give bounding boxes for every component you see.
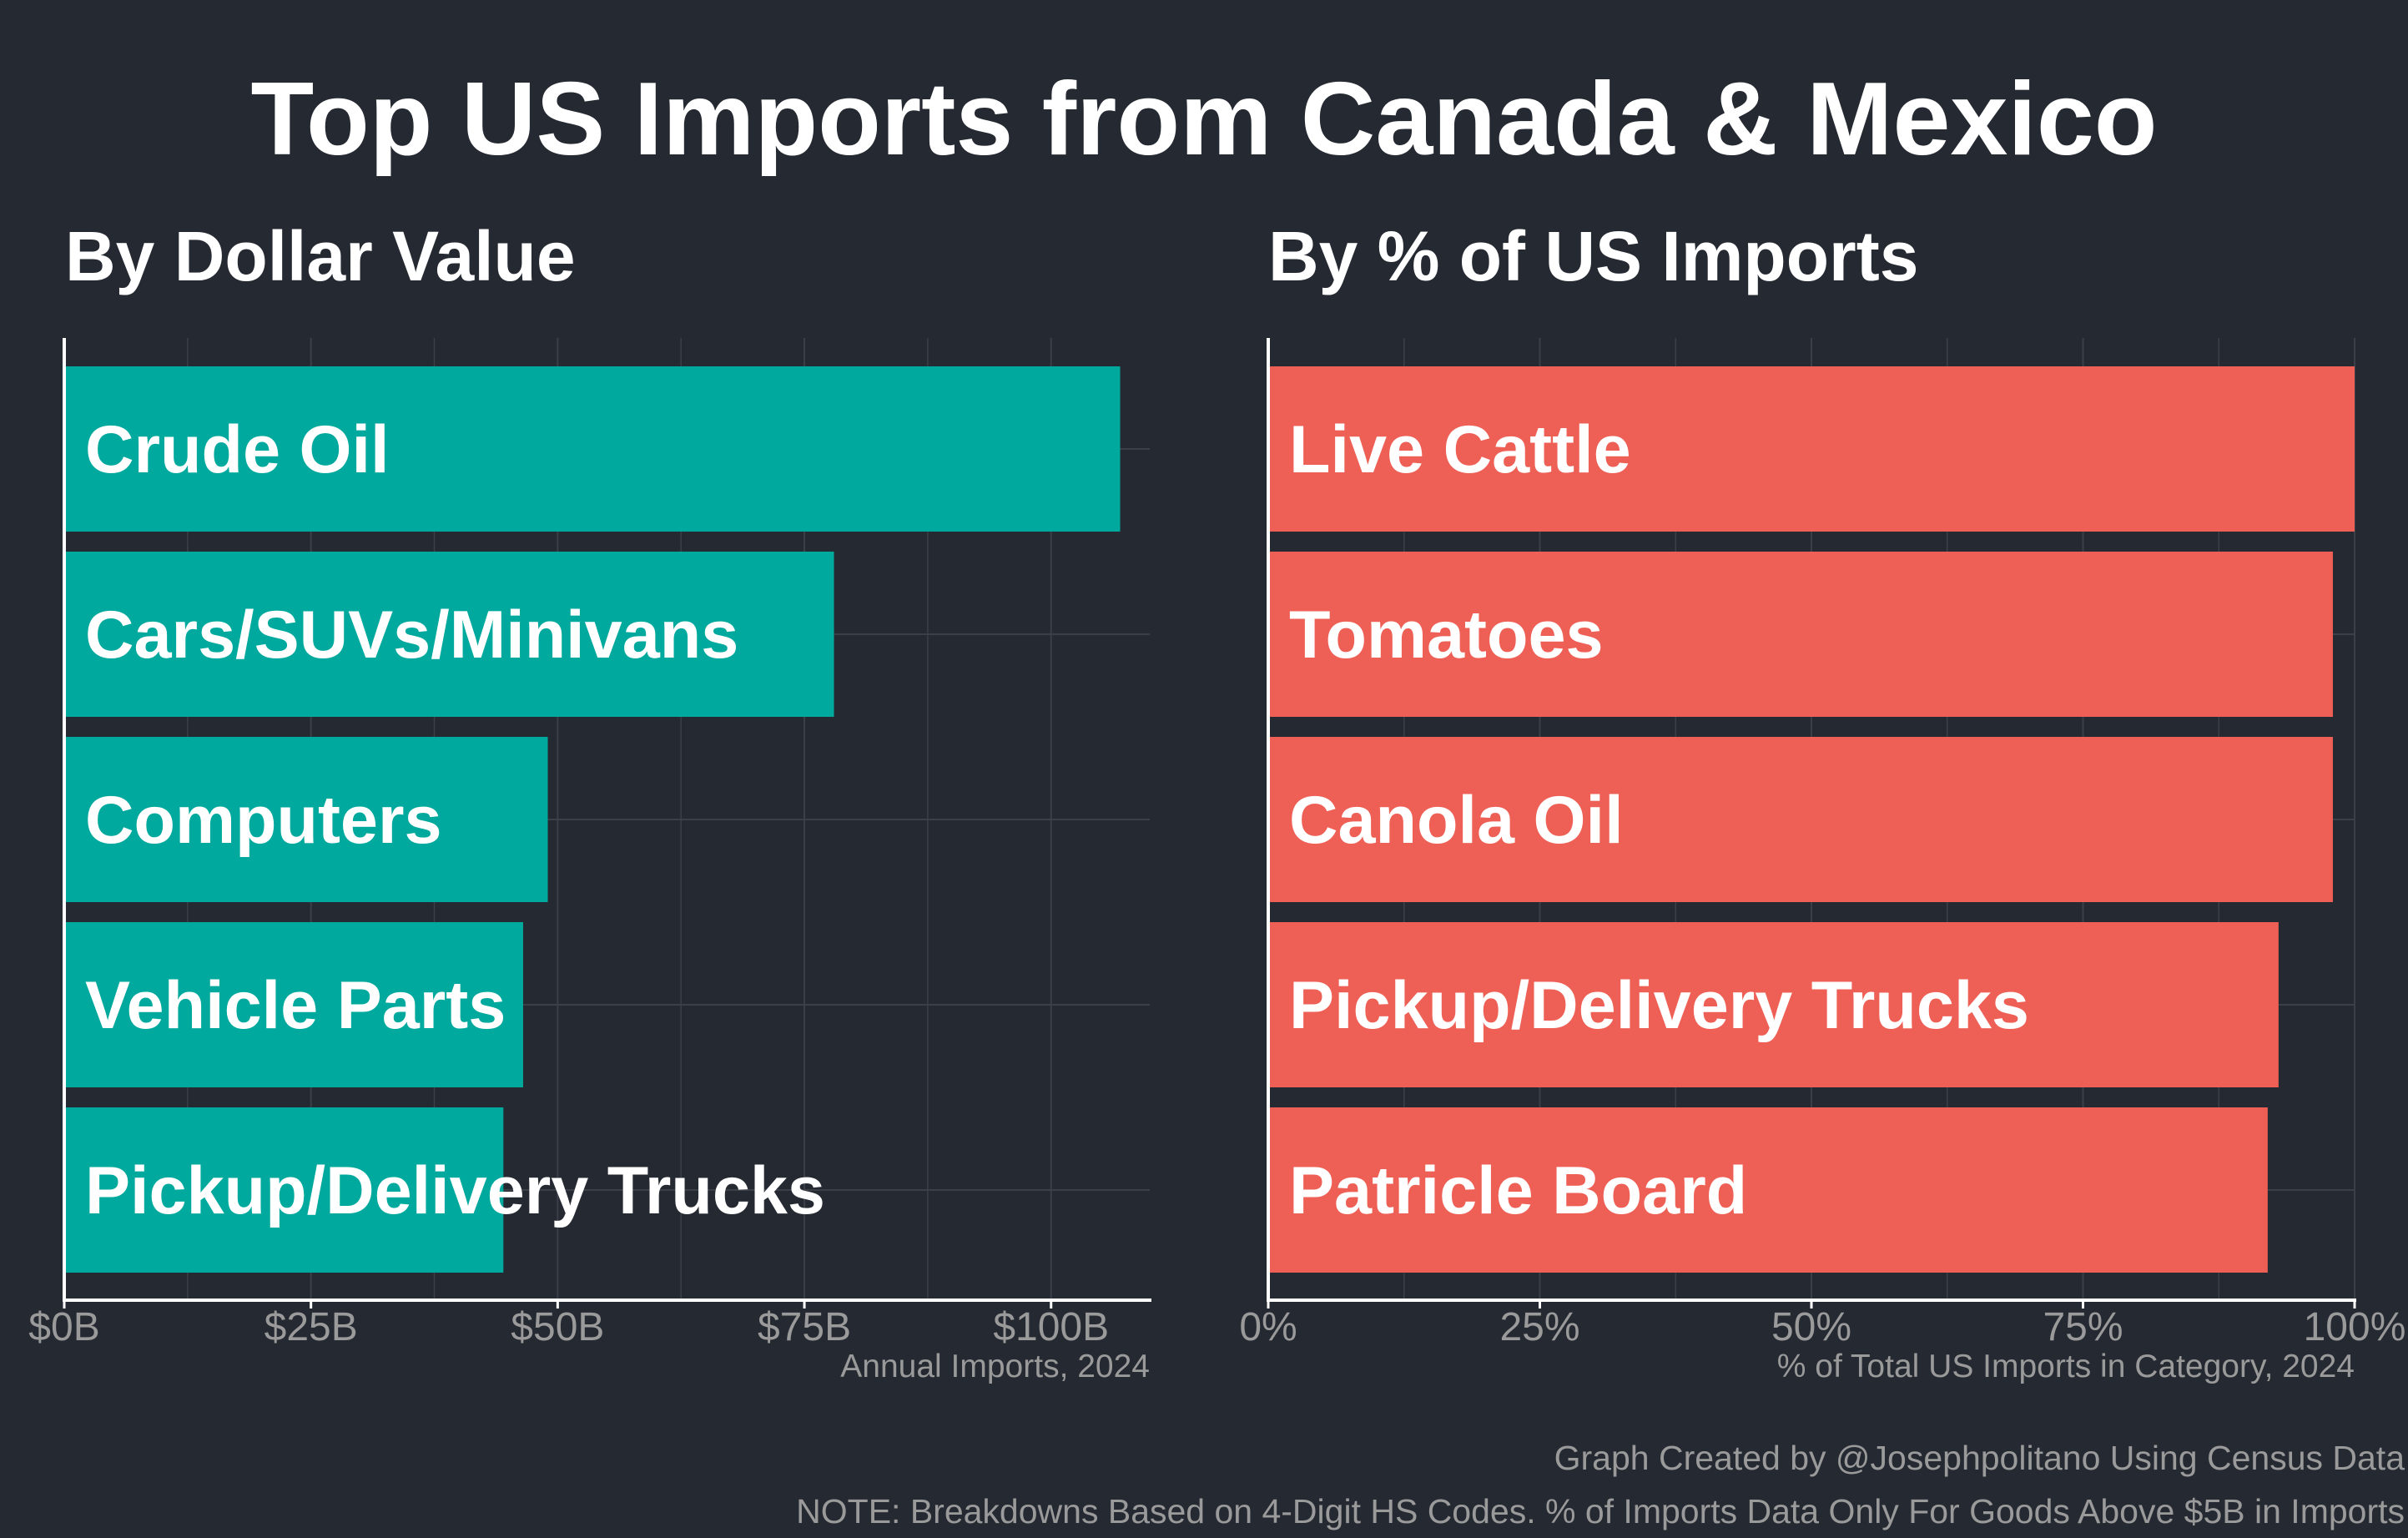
left-bar	[64, 737, 548, 902]
right-bar-label: Pickup/Delivery Trucks	[1289, 968, 2029, 1043]
left-axis-label: Annual Imports, 2024	[840, 1349, 1150, 1384]
right-tick-label: 100%	[2304, 1305, 2406, 1349]
right-bar	[1268, 737, 2333, 902]
left-tick-label: $50B	[511, 1305, 604, 1349]
right-bar	[1268, 922, 2279, 1087]
left-bar-label: Computers	[85, 783, 442, 858]
right-tick-label: 75%	[2043, 1305, 2123, 1349]
chart-title: Top US Imports from Canada & Mexico	[250, 62, 2158, 177]
left-bar	[64, 366, 1121, 532]
right-tick-label: 25%	[1499, 1305, 1579, 1349]
left-bar-label: Vehicle Parts	[85, 968, 506, 1043]
left-bar-label: Crude Oil	[85, 412, 390, 487]
right-bar	[1268, 366, 2355, 532]
left-tick-label: $0B	[28, 1305, 99, 1349]
right-bar	[1268, 1107, 2268, 1273]
right-panel-title: By % of US Imports	[1268, 217, 1919, 295]
left-bar	[64, 922, 523, 1087]
left-bar-label: Cars/SUVs/Minivans	[85, 598, 738, 673]
left-panel-title: By Dollar Value	[65, 217, 576, 295]
left-tick-label: $100B	[993, 1305, 1109, 1349]
left-bar-label: Pickup/Delivery Trucks	[85, 1153, 825, 1228]
right-bar	[1268, 552, 2333, 717]
note-text: NOTE: Breakdowns Based on 4-Digit HS Cod…	[796, 1492, 2405, 1530]
left-bar	[64, 1107, 504, 1273]
right-axis-label: % of Total US Imports in Category, 2024	[1777, 1349, 2355, 1384]
left-tick-label: $75B	[758, 1305, 851, 1349]
left-tick-label: $25B	[264, 1305, 358, 1349]
right-bar-label: Canola Oil	[1289, 783, 1624, 858]
right-bar-label: Tomatoes	[1289, 598, 1604, 673]
right-bar-label: Live Cattle	[1289, 412, 1631, 487]
credit-text: Graph Created by @Josephpolitano Using C…	[1554, 1439, 2405, 1477]
left-bar	[64, 552, 834, 717]
right-tick-label: 0%	[1239, 1305, 1297, 1349]
right-tick-label: 50%	[1771, 1305, 1851, 1349]
right-bar-label: Patricle Board	[1289, 1153, 1747, 1228]
